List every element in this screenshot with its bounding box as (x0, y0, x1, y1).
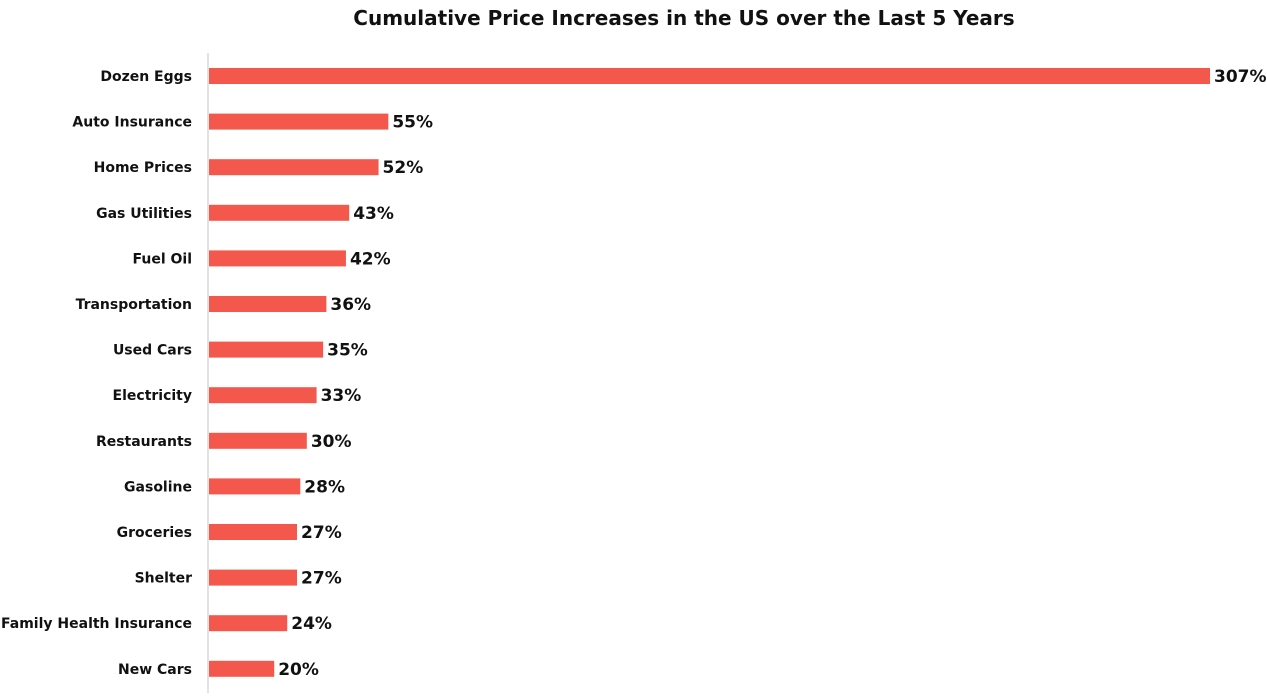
bar (209, 159, 379, 176)
data-label: 27% (301, 523, 342, 543)
category-label: Used Cars (113, 343, 192, 359)
data-label: 20% (278, 660, 319, 680)
bar (209, 660, 275, 677)
bar (209, 615, 288, 632)
data-label: 30% (311, 432, 352, 452)
category-label: Shelter (135, 571, 193, 587)
category-label: Fuel Oil (133, 251, 193, 267)
bar (209, 432, 307, 449)
bar-series (209, 68, 1210, 677)
bar (209, 250, 346, 267)
data-label: 33% (321, 386, 362, 406)
data-label: 24% (291, 614, 332, 634)
bar (209, 524, 298, 540)
value-labels: 307% 55% 52% 43% 42% 36% 35% 33% 30% 28% 27% 27% 24%… (278, 67, 1266, 680)
category-label: Transportation (76, 297, 192, 313)
category-label: Gasoline (124, 479, 192, 495)
category-label: Family Health Insurance (1, 616, 192, 632)
bar (209, 478, 301, 495)
category-label: Gas Utilities (96, 206, 192, 222)
data-label: 28% (304, 477, 345, 497)
category-label: Electricity (113, 388, 192, 404)
category-label: New Cars (118, 662, 192, 678)
category-label: Dozen Eggs (100, 69, 192, 85)
bar (209, 296, 327, 312)
data-label: 43% (353, 204, 394, 224)
bar (209, 341, 324, 358)
data-label: 55% (392, 113, 433, 133)
data-label: 42% (350, 249, 391, 269)
bar (209, 68, 1210, 84)
bar (209, 113, 389, 130)
category-label: Auto Insurance (72, 115, 192, 131)
chart-title: Cumulative Price Increases in the US ove… (353, 6, 1014, 30)
category-labels: Dozen Eggs Auto Insurance Home Prices Gas U… (1, 69, 192, 678)
bar (209, 569, 298, 586)
data-label: 52% (383, 158, 424, 178)
data-label: 36% (330, 295, 371, 315)
data-label: 35% (327, 341, 368, 361)
category-label: Home Prices (94, 160, 192, 176)
category-label: Restaurants (96, 434, 192, 450)
category-label: Groceries (117, 525, 192, 541)
data-label: 27% (301, 569, 342, 589)
bar (209, 204, 350, 221)
data-label: 307% (1214, 67, 1267, 87)
bar (209, 387, 317, 404)
